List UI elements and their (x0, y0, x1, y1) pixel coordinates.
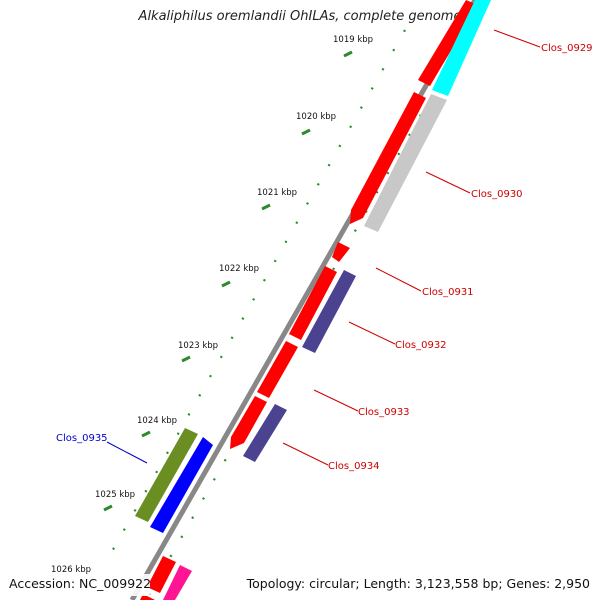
footer-backdrop-right (255, 574, 600, 596)
gene-clos-0930-gray[interactable] (364, 94, 447, 232)
kbp-label: 1024 kbp (137, 416, 177, 426)
gene-label-clos-0935[interactable]: Clos_0935 (56, 433, 108, 444)
gene-clos-0929[interactable] (418, 0, 478, 86)
gene-clos-0929-cyan[interactable] (432, 0, 491, 96)
gene-clos-0935-olive[interactable] (135, 428, 198, 522)
genome-summary-text: Topology: circular; Length: 3,123,558 bp… (246, 576, 590, 591)
gene-label-clos-0932[interactable]: Clos_0932 (395, 340, 447, 351)
gene-clos-0932[interactable] (289, 266, 337, 340)
kbp-label: 1019 kbp (333, 35, 373, 45)
gene-label-clos-0930[interactable]: Clos_0930 (471, 189, 523, 200)
kbp-label: 1025 kbp (95, 490, 135, 500)
kbp-ticks (103, 50, 353, 512)
gene-clos-0931[interactable] (332, 242, 350, 262)
footer-backdrop-left (0, 574, 150, 596)
kbp-label: 1021 kbp (257, 188, 297, 198)
gene-label-clos-0931[interactable]: Clos_0931 (422, 287, 474, 298)
forward-cds-track (140, 0, 478, 600)
gene-clos-0930[interactable] (350, 92, 426, 224)
kbp-label: 1022 kbp (219, 264, 259, 274)
gene-label-clos-0934[interactable]: Clos_0934 (328, 461, 380, 472)
gene-clos-0933[interactable] (257, 341, 298, 398)
gene-clos-0934[interactable] (230, 396, 267, 449)
kbp-labels: 1019 kbp 1020 kbp 1021 kbp 1022 kbp 1023… (51, 35, 373, 575)
reverse-feature-track (135, 0, 491, 600)
gene-clos-0935-blue[interactable] (150, 437, 213, 533)
inner-dotted-ring (109, 29, 406, 556)
gene-bottom-red[interactable] (147, 556, 176, 593)
gene-label-clos-0929[interactable]: Clos_0929 (541, 43, 593, 54)
kbp-label: 1020 kbp (296, 112, 336, 122)
label-leaders (106, 29, 541, 466)
kbp-label: 1023 kbp (178, 341, 218, 351)
gene-labels: Clos_0929 Clos_0930 Clos_0931 Clos_0932 … (56, 43, 593, 472)
gene-label-clos-0933[interactable]: Clos_0933 (358, 407, 410, 418)
kbp-label: 1026 kbp (51, 565, 91, 575)
map-title: Alkaliphilus oremlandii OhILAs, complete… (138, 9, 462, 24)
backbone-line (129, 0, 478, 600)
gene-clos-0934-slate[interactable] (243, 404, 287, 462)
gene-clos-0932-slate[interactable] (302, 270, 356, 353)
accession-text: Accession: NC_009922 (9, 576, 152, 591)
gene-bottom-magenta[interactable] (163, 565, 192, 600)
